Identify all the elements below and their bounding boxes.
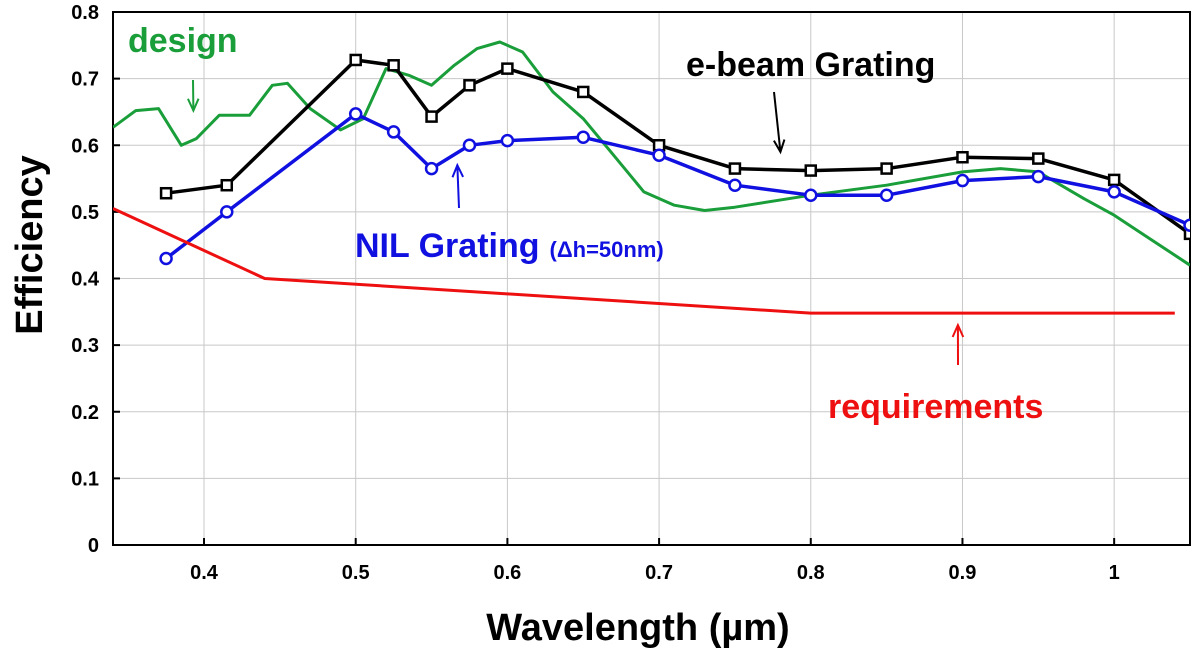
y-tick-label: 0 <box>88 535 99 557</box>
x-tick-label: 0.6 <box>493 562 521 584</box>
series-layer <box>113 40 1190 315</box>
annotation-arrow-e-beam-grating <box>773 91 782 153</box>
data-point-nil-grating-h-50nm <box>728 178 742 192</box>
data-point-nil-grating-h-50nm <box>955 173 970 188</box>
data-point-e-beam-grating <box>1183 227 1190 241</box>
data-point-nil-grating-h-50nm <box>1183 218 1190 232</box>
annotation-arrowhead-nil-grating <box>451 162 464 178</box>
data-point-e-beam-grating <box>1107 173 1121 187</box>
y-tick-label: 0.3 <box>71 335 99 357</box>
data-point-nil-grating-h-50nm <box>386 125 401 139</box>
annotation-arrowhead-e-beam-grating <box>773 139 786 155</box>
data-point-e-beam-grating <box>956 150 969 164</box>
data-point-e-beam-grating <box>804 164 818 177</box>
data-point-nil-grating-h-50nm <box>348 107 363 121</box>
y-tick-label: 0.4 <box>71 269 100 291</box>
annotation-arrowhead-design <box>187 98 200 114</box>
data-point-e-beam-grating <box>1032 152 1045 165</box>
annotation-design: design <box>128 22 238 60</box>
y-tick-label: 0.2 <box>71 402 99 424</box>
data-point-nil-grating-h-50nm <box>576 130 590 145</box>
x-axis: 0.4 0.5 0.6 0.7 0.8 0.9 1 <box>190 538 1120 584</box>
data-point-nil-grating-h-50nm <box>220 205 234 219</box>
data-point-nil-grating-h-50nm <box>879 188 894 202</box>
data-point-nil-grating-h-50nm <box>1031 169 1046 184</box>
data-point-e-beam-grating <box>880 162 893 175</box>
data-point-nil-grating-h-50nm <box>1107 185 1121 199</box>
data-point-nil-grating-h-50nm <box>500 133 515 148</box>
x-tick-label: 0.7 <box>645 562 673 584</box>
series-line-nil-grating-h-50nm <box>165 112 1190 260</box>
annotation-arrow-nil-grating <box>456 165 460 209</box>
data-point-e-beam-grating <box>463 79 476 92</box>
y-tick-label: 0.6 <box>71 135 99 157</box>
series-line-requirements <box>113 207 1175 315</box>
data-point-e-beam-grating <box>387 59 400 72</box>
y-tick-label: 0.1 <box>71 468 99 490</box>
data-point-nil-grating-h-50nm <box>462 138 477 152</box>
data-point-nil-grating-h-50nm <box>424 161 439 176</box>
x-tick-label: 0.4 <box>190 562 219 584</box>
data-point-e-beam-grating <box>576 85 590 99</box>
x-tick-label: 0.9 <box>949 562 977 584</box>
data-point-e-beam-grating <box>159 186 173 200</box>
data-point-e-beam-grating <box>501 62 514 75</box>
y-axis: 0 0.1 0.2 0.3 0.4 0.5 0.6 0.7 0.8 <box>71 2 120 557</box>
x-axis-title: Wavelength (µm) <box>486 607 789 649</box>
data-point-e-beam-grating <box>728 162 742 175</box>
y-tick-label: 0.7 <box>71 69 99 91</box>
data-point-nil-grating-h-50nm <box>804 188 818 202</box>
data-point-nil-grating-h-50nm <box>652 148 666 162</box>
annotation-e-beam-grating: e-beam Grating <box>686 46 935 84</box>
series-line-e-beam-grating <box>165 58 1190 236</box>
x-tick-label: 0.8 <box>797 562 825 584</box>
x-tick-label: 1 <box>1109 562 1120 584</box>
y-tick-label: 0.8 <box>71 2 99 24</box>
grid <box>113 11 1190 546</box>
data-point-e-beam-grating <box>220 178 234 192</box>
data-point-e-beam-grating <box>425 110 438 123</box>
series-line-design <box>113 40 1190 267</box>
data-point-nil-grating-h-50nm <box>159 251 173 266</box>
data-point-e-beam-grating <box>349 53 362 67</box>
y-tick-label: 0.5 <box>71 202 99 224</box>
y-axis-title: Efficiency <box>9 155 51 335</box>
x-tick-label: 0.5 <box>342 562 370 584</box>
annotation-subscript: (Δh=50nm) <box>550 237 664 262</box>
annotation-requirements: requirements <box>828 388 1043 426</box>
annotation-arrowhead-requirements <box>951 322 965 338</box>
